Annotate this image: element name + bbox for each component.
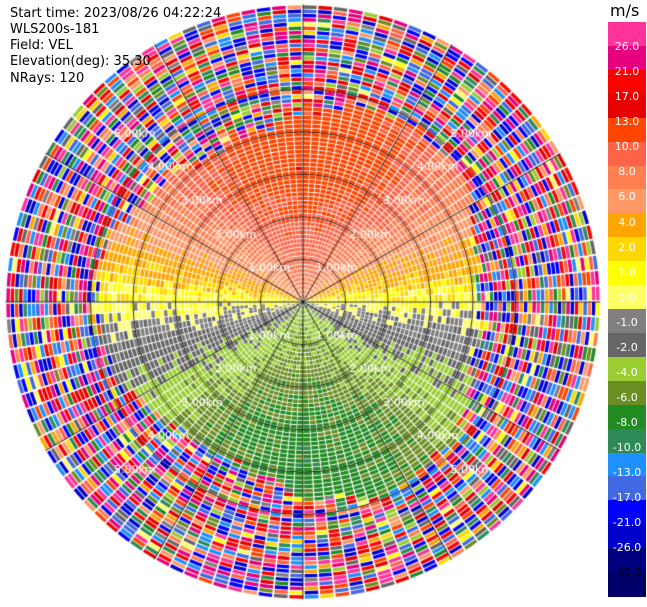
colorbar-unit-label: m/s	[610, 1, 640, 20]
colorbar-tick-label: -4.0	[616, 365, 638, 379]
colorbar-segment	[608, 428, 646, 454]
colorbar-tick-label: -8.0	[616, 416, 638, 430]
start-time-label: Start time: 2023/08/26 04:22:24	[10, 6, 222, 21]
colorbar-segment	[608, 141, 646, 167]
colorbar-segment	[608, 452, 646, 478]
colorbar-segment	[608, 69, 646, 95]
colorbar-segment	[608, 332, 646, 358]
colorbar-segment	[608, 524, 646, 549]
colorbar: 26.0 21.0 17.0 13.0 10.0 8.0 6.0 4.0 2.0 1.0 0.0 -1…	[608, 22, 646, 597]
colorbar-segment	[608, 189, 646, 214]
station-label: WLS200s-181	[10, 22, 100, 37]
colorbar-segment	[608, 356, 646, 382]
colorbar-tick-label: -13.0	[612, 466, 642, 480]
colorbar-segment	[608, 93, 646, 119]
colorbar-tick-label: 6.0	[618, 190, 636, 204]
colorbar-segment	[608, 22, 646, 47]
colorbar-segment	[608, 548, 646, 573]
colorbar-tick-label: 4.0	[618, 215, 636, 229]
nrays-label: NRays: 120	[10, 71, 85, 86]
colorbar-tick-label: 1.0	[618, 265, 636, 279]
colorbar-tick-label: 2.0	[618, 240, 636, 254]
colorbar-segment	[608, 237, 646, 262]
colorbar-tick-label: -2.0	[616, 340, 638, 354]
colorbar-tick-label: 8.0	[618, 165, 636, 179]
colorbar-segment	[608, 309, 646, 334]
colorbar-segment	[608, 261, 646, 286]
colorbar-tick-label: -30.0	[612, 566, 642, 580]
colorbar-segment	[608, 213, 646, 238]
colorbar-segment	[608, 45, 646, 71]
colorbar-tick-label: -26.0	[612, 541, 642, 555]
colorbar-segment	[608, 572, 646, 597]
colorbar-segment	[608, 117, 646, 143]
colorbar-tick-label: 13.0	[614, 115, 640, 129]
colorbar-tick-label: 0.0	[618, 290, 636, 304]
colorbar-segment	[608, 380, 646, 406]
colorbar-tick-label: -17.0	[612, 491, 642, 505]
colorbar-segment	[608, 500, 646, 525]
colorbar-tick-label: -1.0	[616, 315, 638, 329]
colorbar-tick-label: -6.0	[616, 390, 638, 404]
colorbar-tick-label: 26.0	[614, 40, 640, 54]
colorbar-tick-label: 10.0	[614, 140, 640, 154]
colorbar-segment	[608, 476, 646, 501]
colorbar-tick-label: -10.0	[612, 441, 642, 455]
colorbar-segment	[608, 165, 646, 191]
colorbar-tick-label: 17.0	[614, 90, 640, 104]
colorbar-tick-label: 21.0	[614, 65, 640, 79]
elevation-label: Elevation(deg): 35.30	[10, 54, 151, 69]
colorbar-segment	[608, 285, 646, 310]
colorbar-segment	[608, 404, 646, 430]
colorbar-tick-label: -21.0	[612, 516, 642, 530]
field-label: Field: VEL	[10, 38, 73, 53]
